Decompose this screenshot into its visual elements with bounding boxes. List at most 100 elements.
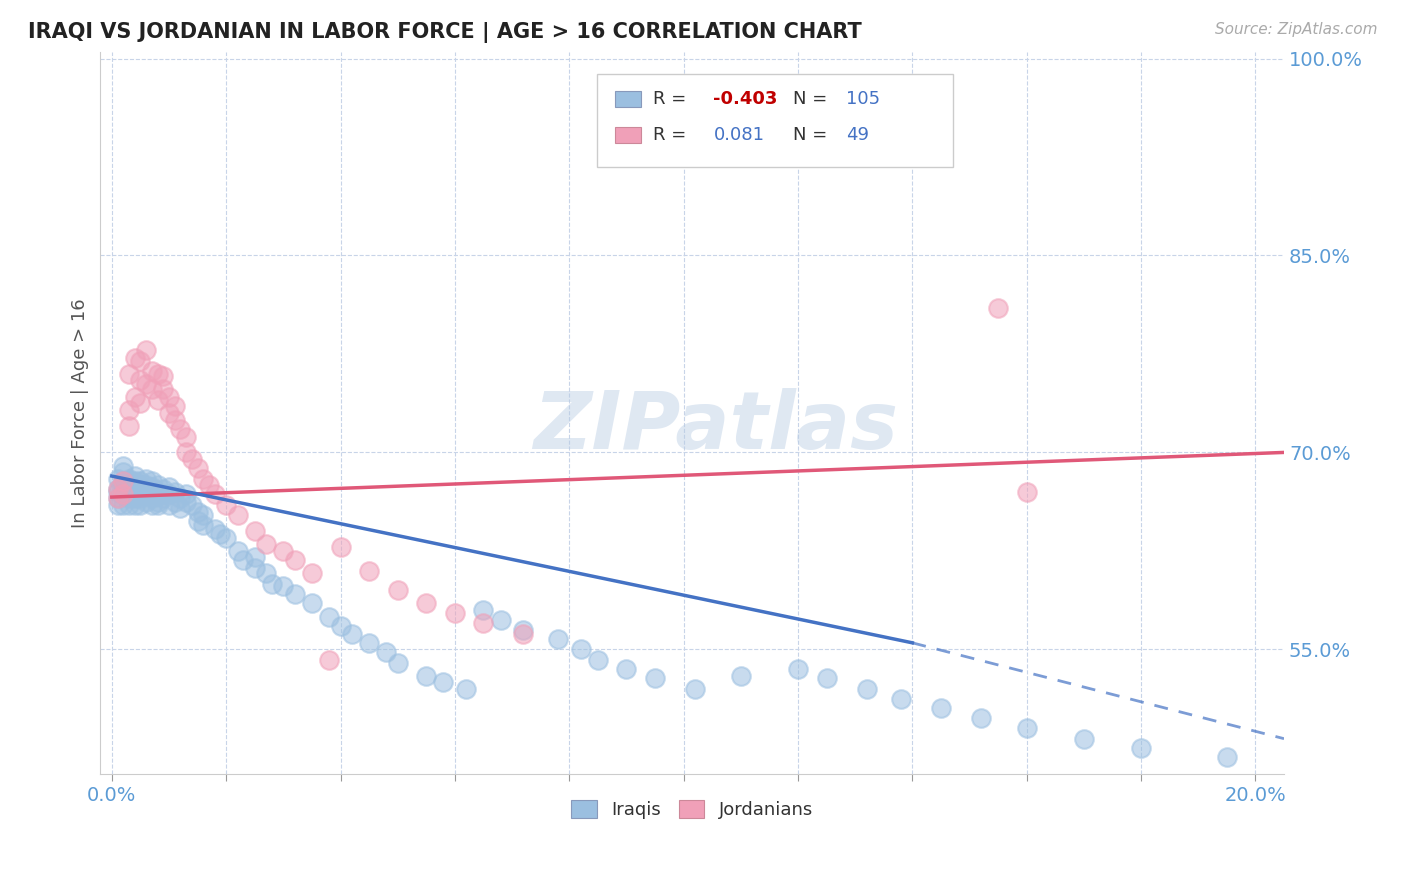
Point (359, 636, 381, 650)
Point (387, 656, 409, 670)
Point (318, 653, 340, 667)
Point (118, 498, 141, 512)
Point (129, 373, 152, 387)
Point (118, 419, 141, 434)
Point (187, 514, 209, 528)
Point (112, 475, 135, 489)
Point (118, 482, 141, 496)
Point (124, 475, 146, 489)
Point (152, 487, 174, 501)
Point (209, 526, 232, 541)
Text: 105: 105 (846, 90, 880, 108)
Point (129, 482, 152, 496)
Point (107, 491, 129, 506)
Point (415, 596, 437, 610)
Point (318, 609, 340, 624)
Point (124, 484, 146, 499)
Point (135, 484, 157, 499)
Point (157, 487, 180, 501)
Point (254, 537, 277, 551)
Point (787, 662, 810, 676)
Point (472, 616, 495, 631)
Point (129, 395, 152, 409)
Point (112, 487, 135, 501)
Point (232, 553, 254, 567)
Point (644, 671, 666, 685)
Bar (598, 74, 953, 168)
Point (107, 491, 129, 506)
Text: ZIPatlas: ZIPatlas (533, 389, 898, 467)
Point (146, 495, 169, 509)
Point (141, 383, 163, 397)
Point (1073, 731, 1095, 746)
Point (146, 367, 169, 381)
Point (301, 596, 323, 610)
Point (129, 478, 152, 492)
Point (489, 614, 512, 628)
Point (193, 472, 215, 486)
Point (180, 452, 202, 467)
Point (129, 487, 152, 501)
Point (124, 469, 146, 483)
Point (683, 681, 706, 696)
Point (204, 487, 226, 501)
Point (340, 626, 363, 640)
Point (169, 500, 191, 515)
Point (152, 491, 174, 506)
Point (198, 478, 221, 492)
Point (254, 566, 277, 581)
Point (616, 662, 638, 676)
Point (204, 522, 226, 536)
Point (512, 626, 534, 640)
Point (112, 482, 135, 496)
Point (141, 482, 163, 496)
Point (118, 472, 141, 486)
Point (157, 406, 180, 420)
Point (163, 412, 186, 426)
Point (415, 668, 437, 682)
Point (329, 619, 352, 633)
Point (472, 603, 495, 617)
Point (135, 478, 157, 492)
Point (169, 422, 191, 436)
Point (152, 383, 174, 397)
Point (118, 491, 141, 506)
Point (112, 498, 135, 512)
Point (193, 517, 215, 532)
Point (146, 478, 169, 492)
Point (141, 491, 163, 506)
Point (124, 482, 146, 496)
Point (215, 531, 238, 545)
Point (226, 508, 249, 523)
Point (890, 692, 912, 706)
Point (273, 579, 295, 593)
Point (174, 430, 197, 444)
Point (107, 482, 129, 496)
Point (112, 475, 135, 489)
Point (226, 544, 249, 558)
Point (987, 301, 1010, 315)
Point (118, 367, 141, 381)
Point (586, 653, 609, 667)
Point (141, 475, 163, 489)
Point (135, 343, 157, 357)
Text: Source: ZipAtlas.com: Source: ZipAtlas.com (1215, 22, 1378, 37)
Point (135, 472, 157, 486)
Point (107, 482, 129, 496)
Point (547, 632, 569, 646)
Point (301, 566, 323, 581)
Bar (616, 127, 641, 143)
Point (180, 498, 202, 512)
Text: 49: 49 (846, 126, 869, 144)
Text: R =: R = (654, 90, 692, 108)
Point (112, 487, 135, 501)
Point (456, 681, 478, 696)
Point (174, 445, 197, 459)
Text: -0.403: -0.403 (713, 90, 778, 108)
Text: IRAQI VS JORDANIAN IN LABOR FORCE | AGE > 16 CORRELATION CHART: IRAQI VS JORDANIAN IN LABOR FORCE | AGE … (28, 22, 862, 44)
Point (129, 498, 152, 512)
Bar (616, 91, 641, 107)
Point (112, 458, 135, 473)
Point (124, 351, 146, 365)
Point (273, 544, 295, 558)
